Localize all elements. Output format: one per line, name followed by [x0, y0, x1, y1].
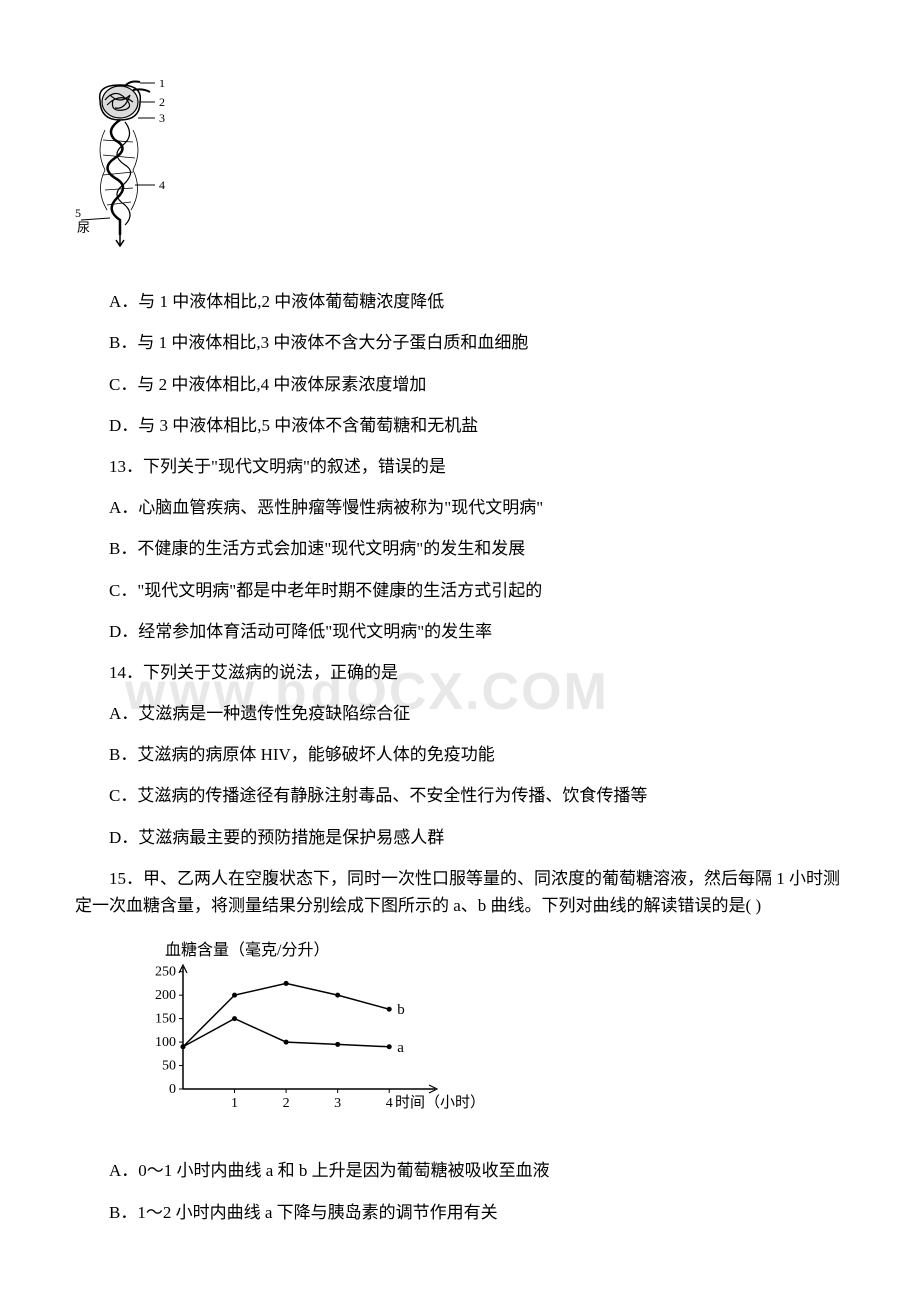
diagram-label-1: 1 [159, 80, 165, 90]
q12-option-d: D．与 3 中液体相比,5 中液体不含葡萄糖和无机盐 [75, 412, 845, 439]
q13-option-d: D．经常参加体育活动可降低"现代文明病"的发生率 [75, 618, 845, 645]
svg-text:4: 4 [386, 1096, 393, 1111]
svg-text:0: 0 [169, 1082, 176, 1097]
q13-option-c: C．"现代文明病"都是中老年时期不健康的生活方式引起的 [75, 577, 845, 604]
diagram-label-4: 4 [159, 178, 165, 192]
diagram-label-5: 5 [75, 206, 81, 220]
diagram-label-urine: 尿 [77, 220, 90, 235]
svg-text:b: b [397, 1002, 405, 1018]
q15-text: 15．甲、乙两人在空腹状态下，同时一次性口服等量的、同浓度的葡萄糖溶液，然后每隔… [75, 865, 845, 919]
svg-text:1: 1 [231, 1096, 238, 1111]
q12-option-a: A．与 1 中液体相比,2 中液体葡萄糖浓度降低 [75, 288, 845, 315]
q13-option-a: A．心脑血管疾病、恶性肿瘤等慢性病被称为"现代文明病" [75, 494, 845, 521]
svg-text:150: 150 [155, 1012, 176, 1027]
glucose-chart: 血糖含量（毫克/分升） 0 50 100 150 200 250 1 2 3 4时间（小时） b a [135, 939, 845, 1127]
q14-option-b: B．艾滋病的病原体 HIV，能够破坏人体的免疫功能 [75, 741, 845, 768]
q13-text: 13．下列关于"现代文明病"的叙述，错误的是 [75, 453, 845, 480]
diagram-label-3: 3 [159, 111, 165, 125]
svg-text:时间（小时）: 时间（小时） [395, 1094, 475, 1111]
q12-option-c: C．与 2 中液体相比,4 中液体尿素浓度增加 [75, 371, 845, 398]
q14-text: 14．下列关于艾滋病的说法，正确的是 [75, 659, 845, 686]
q14-option-d: D．艾滋病最主要的预防措施是保护易感人群 [75, 824, 845, 851]
q14-option-c: C．艾滋病的传播途径有静脉注射毒品、不安全性行为传播、饮食传播等 [75, 782, 845, 809]
q15-option-a: A．0～1 小时内曲线 a 和 b 上升是因为葡萄糖被吸收至血液 [75, 1157, 845, 1184]
diagram-label-2: 2 [159, 95, 165, 109]
q13-option-b: B．不健康的生活方式会加速"现代文明病"的发生和发展 [75, 535, 845, 562]
svg-text:250: 250 [155, 965, 176, 980]
svg-text:100: 100 [155, 1035, 176, 1050]
q12-option-b: B．与 1 中液体相比,3 中液体不含大分子蛋白质和血细胞 [75, 329, 845, 356]
svg-text:200: 200 [155, 988, 176, 1003]
q15-option-b: B．1～2 小时内曲线 a 下降与胰岛素的调节作用有关 [75, 1199, 845, 1226]
svg-text:3: 3 [334, 1096, 341, 1111]
svg-text:50: 50 [162, 1059, 176, 1074]
svg-text:a: a [397, 1040, 404, 1056]
svg-text:2: 2 [283, 1096, 290, 1111]
kidney-diagram: 1 2 3 4 5 尿 [75, 80, 845, 258]
svg-text:血糖含量（毫克/分升）: 血糖含量（毫克/分升） [165, 940, 329, 959]
q14-option-a: A．艾滋病是一种遗传性免疫缺陷综合征 [75, 700, 845, 727]
